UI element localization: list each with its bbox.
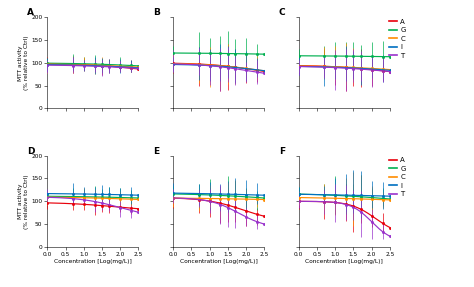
Legend: A, G, C, I, T: A, G, C, I, T (386, 16, 408, 61)
Text: C: C (279, 8, 285, 17)
Y-axis label: MTT activity
(% relative to Ctrl): MTT activity (% relative to Ctrl) (18, 174, 29, 228)
Legend: A, G, C, I, T: A, G, C, I, T (386, 155, 408, 200)
Text: B: B (153, 8, 160, 17)
X-axis label: Concentration [Log(mg/L)]: Concentration [Log(mg/L)] (180, 259, 257, 264)
Y-axis label: MTT activity
(% relative to Ctrl): MTT activity (% relative to Ctrl) (18, 36, 29, 90)
Text: D: D (27, 147, 35, 156)
Text: F: F (279, 147, 285, 156)
Text: A: A (27, 8, 34, 17)
X-axis label: Concentration [Log(mg/L)]: Concentration [Log(mg/L)] (54, 259, 132, 264)
X-axis label: Concentration [Log(mg/L)]: Concentration [Log(mg/L)] (305, 259, 383, 264)
Text: E: E (153, 147, 159, 156)
